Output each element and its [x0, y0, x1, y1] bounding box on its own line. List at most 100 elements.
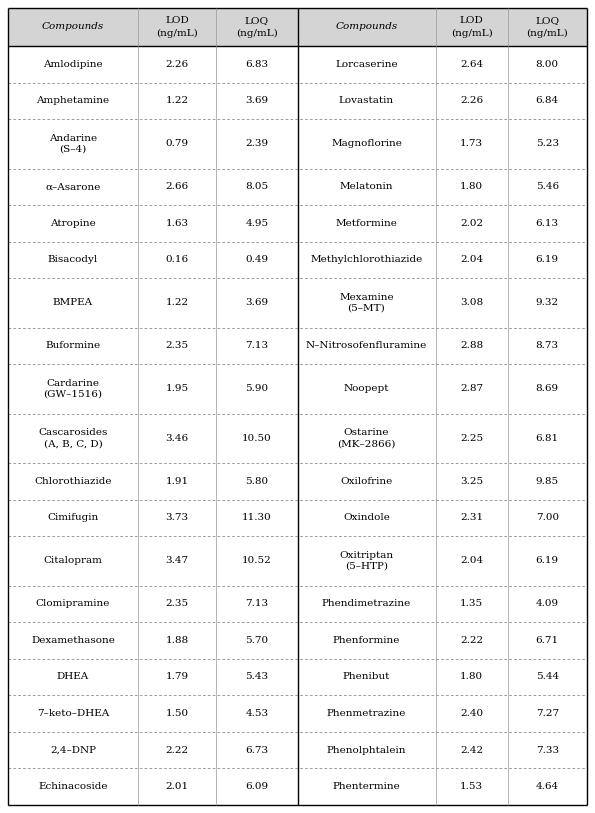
- Text: LOD: LOD: [165, 16, 189, 25]
- Text: 3.47: 3.47: [165, 556, 189, 565]
- Text: 4.09: 4.09: [536, 599, 559, 608]
- Text: Amlodipine: Amlodipine: [43, 60, 103, 69]
- Text: 10.50: 10.50: [242, 434, 272, 443]
- Text: 2.01: 2.01: [165, 782, 189, 791]
- Text: 6.19: 6.19: [536, 556, 559, 565]
- Text: (ng/mL): (ng/mL): [527, 28, 568, 37]
- Text: 3.69: 3.69: [245, 97, 268, 106]
- Bar: [8, 8, 587, 46]
- Text: 2.22: 2.22: [165, 746, 189, 754]
- Text: Cardarine
(GW–1516): Cardarine (GW–1516): [43, 379, 102, 399]
- Bar: [8, 695, 587, 732]
- Text: Andarine
(S–4): Andarine (S–4): [49, 134, 97, 154]
- Text: BMPEA: BMPEA: [53, 298, 93, 307]
- Bar: [8, 364, 587, 414]
- Text: 7.27: 7.27: [536, 709, 559, 718]
- Text: Cascarosides
(A, B, C, D): Cascarosides (A, B, C, D): [38, 428, 108, 448]
- Text: 2.42: 2.42: [460, 746, 483, 754]
- Text: 2.64: 2.64: [460, 60, 483, 69]
- Text: DHEA: DHEA: [57, 672, 89, 681]
- Text: 1.73: 1.73: [460, 139, 483, 148]
- Text: 6.19: 6.19: [536, 255, 559, 264]
- Text: 3.46: 3.46: [165, 434, 189, 443]
- Text: 2.25: 2.25: [460, 434, 483, 443]
- Text: 5.46: 5.46: [536, 182, 559, 191]
- Text: 1.95: 1.95: [165, 385, 189, 393]
- Text: 5.23: 5.23: [536, 139, 559, 148]
- Text: (ng/mL): (ng/mL): [236, 28, 278, 37]
- Text: Oxitriptan
(5–HTP): Oxitriptan (5–HTP): [339, 550, 393, 571]
- Text: 3.69: 3.69: [245, 298, 268, 307]
- Text: LOD: LOD: [459, 16, 483, 25]
- Text: 5.70: 5.70: [245, 636, 268, 645]
- Bar: [8, 120, 587, 168]
- Text: Citalopram: Citalopram: [43, 556, 102, 565]
- Text: N–Nitrosofenfluramine: N–Nitrosofenfluramine: [306, 341, 427, 350]
- Text: Phenformine: Phenformine: [333, 636, 400, 645]
- Bar: [8, 46, 587, 83]
- Bar: [8, 622, 587, 659]
- Text: 1.50: 1.50: [165, 709, 189, 718]
- Text: Phenmetrazine: Phenmetrazine: [327, 709, 406, 718]
- Bar: [8, 536, 587, 585]
- Bar: [8, 499, 587, 536]
- Bar: [8, 463, 587, 499]
- Bar: [8, 241, 587, 278]
- Text: LOQ: LOQ: [535, 16, 559, 25]
- Bar: [8, 83, 587, 120]
- Text: Melatonin: Melatonin: [340, 182, 393, 191]
- Text: 4.95: 4.95: [245, 219, 268, 228]
- Text: Compounds: Compounds: [336, 23, 397, 32]
- Text: 0.16: 0.16: [165, 255, 189, 264]
- Text: 8.69: 8.69: [536, 385, 559, 393]
- Text: 1.22: 1.22: [165, 97, 189, 106]
- Text: 4.53: 4.53: [245, 709, 268, 718]
- Text: 6.09: 6.09: [245, 782, 268, 791]
- Text: 5.80: 5.80: [245, 476, 268, 486]
- Text: Bisacodyl: Bisacodyl: [48, 255, 98, 264]
- Text: 1.80: 1.80: [460, 672, 483, 681]
- Text: Phentermine: Phentermine: [333, 782, 400, 791]
- Text: 2.04: 2.04: [460, 255, 483, 264]
- Bar: [8, 768, 587, 805]
- Text: Lorcaserine: Lorcaserine: [335, 60, 398, 69]
- Text: Phenibut: Phenibut: [343, 672, 390, 681]
- Text: 7–keto–DHEA: 7–keto–DHEA: [37, 709, 109, 718]
- Text: Echinacoside: Echinacoside: [38, 782, 108, 791]
- Text: 4.64: 4.64: [536, 782, 559, 791]
- Text: Ostarine
(MK–2866): Ostarine (MK–2866): [337, 428, 396, 448]
- Text: 7.00: 7.00: [536, 513, 559, 523]
- Text: 8.73: 8.73: [536, 341, 559, 350]
- Text: 5.44: 5.44: [536, 672, 559, 681]
- Text: Methylchlorothiazide: Methylchlorothiazide: [311, 255, 422, 264]
- Text: Clomipramine: Clomipramine: [36, 599, 110, 608]
- Text: 2.40: 2.40: [460, 709, 483, 718]
- Bar: [8, 205, 587, 241]
- Text: Dexamethasone: Dexamethasone: [31, 636, 115, 645]
- Text: 6.81: 6.81: [536, 434, 559, 443]
- Text: 6.84: 6.84: [536, 97, 559, 106]
- Text: 6.73: 6.73: [245, 746, 268, 754]
- Text: 1.35: 1.35: [460, 599, 483, 608]
- Text: 2.35: 2.35: [165, 341, 189, 350]
- Text: Mexamine
(5–MT): Mexamine (5–MT): [339, 293, 394, 313]
- Text: 2,4–DNP: 2,4–DNP: [50, 746, 96, 754]
- Text: 2.35: 2.35: [165, 599, 189, 608]
- Text: 2.87: 2.87: [460, 385, 483, 393]
- Text: 2.22: 2.22: [460, 636, 483, 645]
- Text: Oxindole: Oxindole: [343, 513, 390, 523]
- Text: Metformine: Metformine: [336, 219, 397, 228]
- Text: 0.79: 0.79: [165, 139, 189, 148]
- Text: 9.85: 9.85: [536, 476, 559, 486]
- Text: Atropine: Atropine: [50, 219, 96, 228]
- Text: Oxilofrine: Oxilofrine: [340, 476, 393, 486]
- Bar: [8, 732, 587, 768]
- Text: 2.39: 2.39: [245, 139, 268, 148]
- Text: Amphetamine: Amphetamine: [36, 97, 109, 106]
- Text: (ng/mL): (ng/mL): [156, 28, 198, 37]
- Bar: [8, 168, 587, 205]
- Text: 6.83: 6.83: [245, 60, 268, 69]
- Text: 8.05: 8.05: [245, 182, 268, 191]
- Text: 11.30: 11.30: [242, 513, 272, 523]
- Text: 2.88: 2.88: [460, 341, 483, 350]
